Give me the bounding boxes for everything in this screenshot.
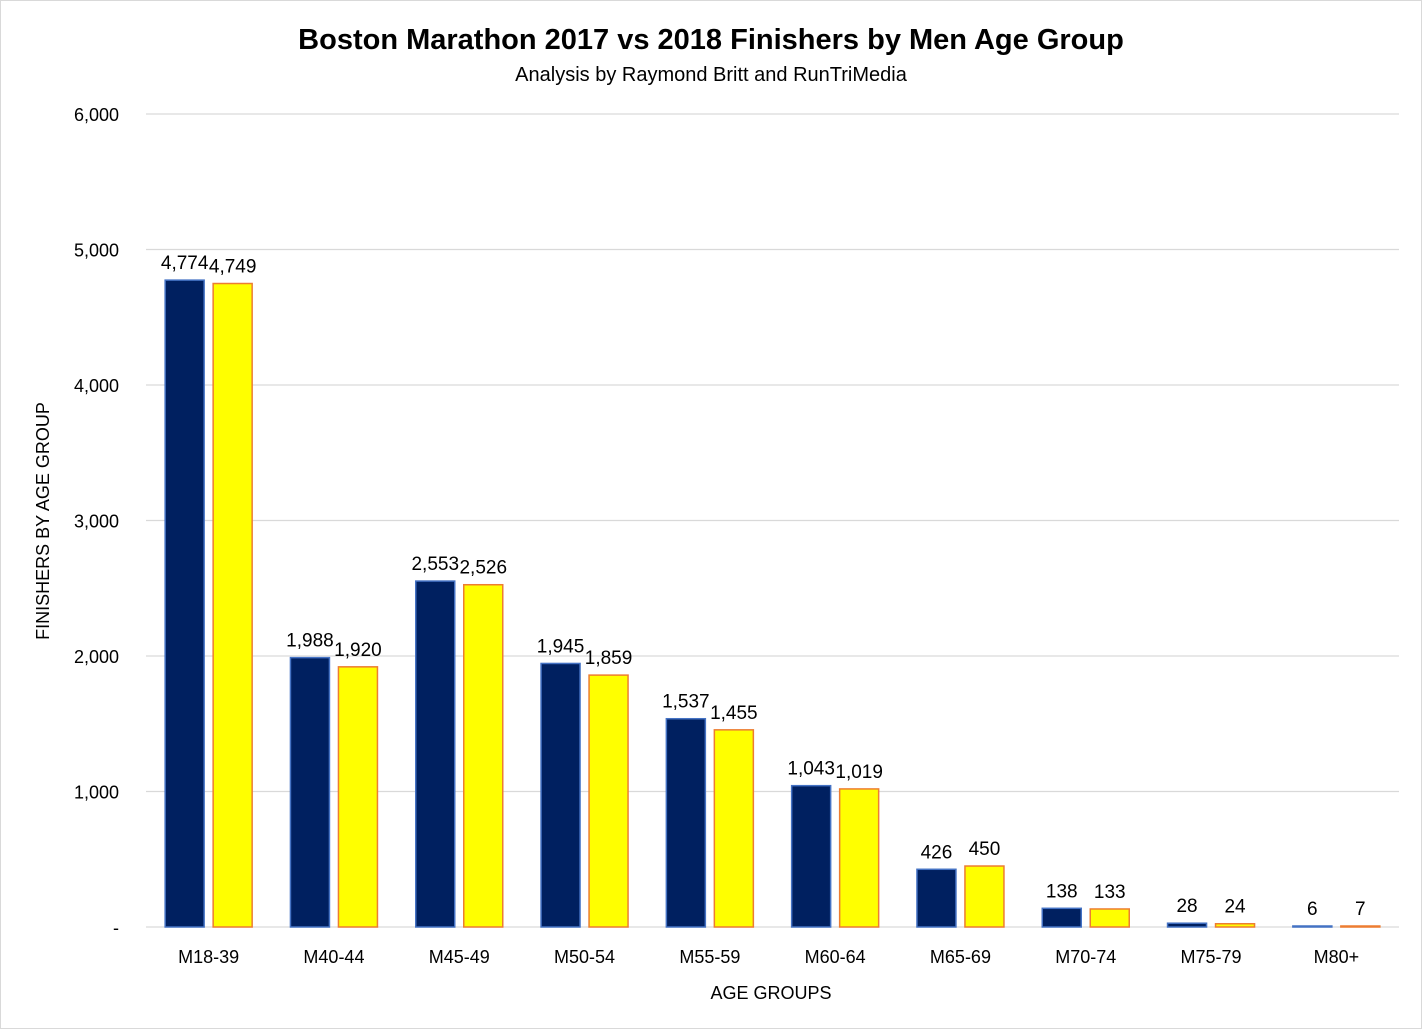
x-tick-label: M40-44 <box>303 947 364 967</box>
gridlines <box>146 113 1399 928</box>
y-tick-label: - <box>113 918 119 938</box>
bar-series-2 <box>463 583 504 928</box>
y-axis-ticks: - 1,000 2,000 3,000 4,000 5,000 6,000 <box>74 105 119 938</box>
data-label: 24 <box>1224 897 1246 918</box>
x-tick-label: M70-74 <box>1055 947 1116 967</box>
data-label: 1,920 <box>334 640 382 661</box>
bar-series-2 <box>838 788 880 928</box>
data-label: 426 <box>921 842 953 863</box>
x-tick-label: M65-69 <box>930 947 991 967</box>
chart-subtitle: Analysis by Raymond Britt and RunTriMedi… <box>515 64 908 86</box>
bar-series-2 <box>1089 908 1130 928</box>
bar-series-1 <box>790 784 832 928</box>
bar-series-1 <box>1166 922 1208 928</box>
bar-series-2 <box>212 282 253 928</box>
bar-series-1 <box>540 662 581 928</box>
data-label: 28 <box>1176 896 1197 917</box>
data-label: 2,553 <box>411 554 459 575</box>
bar-series-1 <box>164 279 205 928</box>
x-axis-title: AGE GROUPS <box>710 983 831 1003</box>
data-label: 1,859 <box>585 648 633 669</box>
bar-series-2 <box>713 729 755 928</box>
bar-series-2 <box>588 674 629 928</box>
bar-series-2 <box>337 666 379 928</box>
bar-series-1 <box>665 717 707 928</box>
data-label: 4,749 <box>209 257 257 278</box>
y-axis-title: FINISHERS BY AGE GROUP <box>33 402 53 640</box>
data-label: 138 <box>1046 881 1078 902</box>
x-tick-label: M60-64 <box>805 947 866 967</box>
data-label: 1,043 <box>787 759 835 780</box>
data-labels: 4,774 4,749 1,988 1,920 2,553 2,526 1,9451,859… <box>161 253 1366 920</box>
data-label: 1,455 <box>710 703 758 724</box>
data-label: 1,537 <box>662 692 710 713</box>
chart-title: Boston Marathon 2017 vs 2018 Finishers b… <box>298 24 1124 56</box>
data-label: 1,019 <box>835 762 883 783</box>
x-tick-label: M18-39 <box>178 947 239 967</box>
y-tick-label: 5,000 <box>74 241 119 261</box>
x-axis-ticks: M18-39 M40-44 M45-49 M50-54 M55-59 M60-64 M65-… <box>178 947 1359 967</box>
x-tick-label: M55-59 <box>679 947 740 967</box>
data-label: 1,988 <box>286 631 334 652</box>
bar-series-1 <box>289 656 331 928</box>
y-tick-label: 2,000 <box>74 647 119 667</box>
bar-series-2 <box>1340 925 1381 928</box>
y-tick-label: 6,000 <box>74 105 119 125</box>
data-label: 450 <box>969 839 1001 860</box>
bar-series-2 <box>1214 922 1256 928</box>
bar-series-1 <box>916 868 957 928</box>
bar-series-1 <box>1041 907 1082 928</box>
data-label: 7 <box>1355 899 1366 920</box>
y-tick-label: 1,000 <box>74 783 119 803</box>
bar-series-1 <box>1292 925 1333 928</box>
x-tick-label: M80+ <box>1314 947 1360 967</box>
data-label: 2,526 <box>459 558 507 579</box>
y-tick-label: 4,000 <box>74 376 119 396</box>
data-label: 1,945 <box>537 636 585 657</box>
bar-series-2 <box>964 865 1005 928</box>
data-label: 4,774 <box>161 253 209 274</box>
x-tick-label: M50-54 <box>554 947 615 967</box>
bar-series-1 <box>415 580 456 928</box>
data-label: 6 <box>1307 899 1318 920</box>
y-tick-label: 3,000 <box>74 512 119 532</box>
data-label: 133 <box>1094 882 1126 903</box>
x-tick-label: M45-49 <box>429 947 490 967</box>
bars <box>164 279 1381 928</box>
x-tick-label: M75-79 <box>1181 947 1242 967</box>
